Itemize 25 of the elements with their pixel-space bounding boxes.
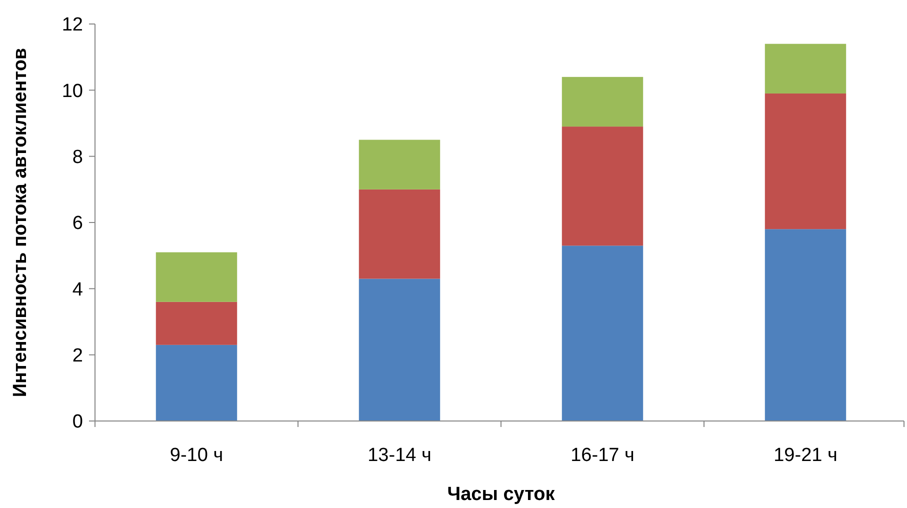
x-tick-label: 9-10 ч [170, 445, 224, 466]
x-axis-title: Часы суток [447, 484, 556, 505]
bar [764, 44, 846, 94]
bar [562, 126, 644, 246]
y-axis-title: Интенсивность потока автоклиентов [10, 48, 31, 398]
x-tick-label: 19-21 ч [774, 445, 838, 466]
x-tick-label: 16-17 ч [570, 445, 634, 466]
bar [358, 278, 440, 421]
y-tick-label: 8 [72, 146, 83, 168]
y-tick-label: 4 [72, 279, 84, 300]
y-tick-label: 0 [72, 412, 83, 433]
bar [156, 252, 238, 302]
y-tick-label: 12 [62, 14, 83, 36]
y-tick-label: 6 [72, 213, 83, 234]
bar [562, 76, 644, 127]
y-tick-label: 2 [72, 345, 83, 366]
bar [156, 302, 238, 345]
bar [764, 93, 846, 230]
bar [764, 229, 846, 421]
bar [562, 246, 644, 421]
bar [358, 189, 440, 279]
x-tick-label: 13-14 ч [368, 445, 432, 466]
bar [156, 344, 238, 421]
y-tick-label: 10 [62, 80, 83, 102]
bar [358, 140, 440, 190]
